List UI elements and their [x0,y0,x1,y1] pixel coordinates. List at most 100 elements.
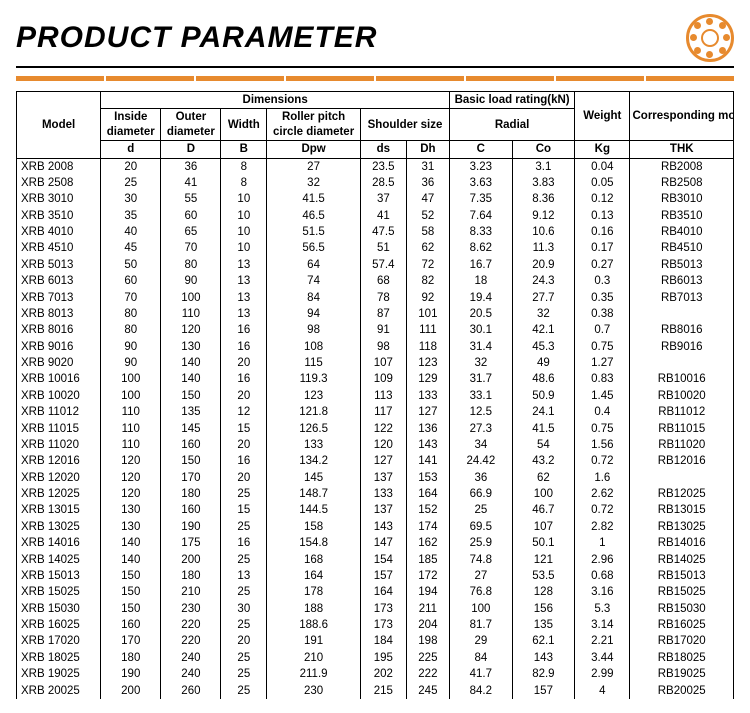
table-cell: 210 [161,584,221,600]
table-row: XRB 50135080136457.47216.720.90.27RB5013 [17,257,734,273]
table-row: XRB 1401614017516154.814716225.950.11RB1… [17,535,734,551]
table-cell: 210 [267,650,361,666]
table-cell: 100 [161,290,221,306]
table-cell: 119.3 [267,371,361,387]
table-row: XRB 1802518024025210195225841433.44RB180… [17,650,734,666]
table-cell: 20 [221,470,267,486]
table-cell: 10 [221,224,267,240]
table-cell: 140 [161,355,221,371]
table-cell: 136 [406,421,449,437]
table-cell: 126.5 [267,421,361,437]
table-cell: 25 [221,617,267,633]
table-cell: 140 [101,552,161,568]
table-cell: XRB 17020 [17,633,101,649]
table-cell: 51 [360,240,406,256]
table-cell: 140 [161,371,221,387]
table-cell: 150 [161,453,221,469]
table-cell: 160 [161,502,221,518]
col-dimensions: Dimensions [101,92,450,109]
table-cell: 1.56 [575,437,630,453]
table-cell: 25 [221,552,267,568]
table-cell: 45 [101,240,161,256]
table-cell: 204 [406,617,449,633]
table-cell: 8.36 [512,191,575,207]
table-cell: 180 [161,486,221,502]
table-cell: XRB 12025 [17,486,101,502]
table-cell: XRB 9016 [17,339,101,355]
table-cell: 51.5 [267,224,361,240]
table-cell: 24.3 [512,273,575,289]
page-title: PRODUCT PARAMETER [16,21,377,55]
col-weight: Weight [575,92,630,141]
table-cell: RB13025 [630,519,734,535]
table-cell: 150 [101,568,161,584]
table-cell: 62 [406,240,449,256]
table-cell: 0.17 [575,240,630,256]
table-cell: 123 [267,388,361,404]
table-cell: 164 [360,584,406,600]
table-cell: 7.64 [450,208,513,224]
table-cell: 90 [101,355,161,371]
table-cell: 2.21 [575,633,630,649]
table-cell: 100 [512,486,575,502]
sym-THK: THK [630,141,734,158]
table-cell: 42.1 [512,322,575,338]
table-cell: 100 [450,601,513,617]
table-cell: 41 [161,175,221,191]
table-cell: 134.2 [267,453,361,469]
table-cell: 35 [101,208,161,224]
table-cell: XRB 10016 [17,371,101,387]
table-cell: 3.14 [575,617,630,633]
table-cell: 1.27 [575,355,630,371]
table-cell: 190 [101,666,161,682]
table-cell: 117 [360,404,406,420]
table-cell: 245 [406,683,449,699]
table-cell: 27 [267,158,361,175]
table-cell: 160 [161,437,221,453]
table-cell: 180 [101,650,161,666]
table-cell: 20.9 [512,257,575,273]
table-cell: XRB 16025 [17,617,101,633]
table-cell: 8 [221,158,267,175]
table-cell: XRB 19025 [17,666,101,682]
table-cell: 64 [267,257,361,273]
table-cell: 25 [221,683,267,699]
table-cell: 164 [267,568,361,584]
table-cell: 150 [101,584,161,600]
col-outer-dia: Outer diameter [161,109,221,141]
table-row: XRB 1201612015016134.212714124.4243.20.7… [17,453,734,469]
sym-Dpw: Dpw [267,141,361,158]
table-cell: 69.5 [450,519,513,535]
table-cell: 12 [221,404,267,420]
col-model: Model [17,92,101,159]
table-cell: 170 [161,470,221,486]
table-cell: 133 [406,388,449,404]
table-cell: 25 [221,486,267,502]
table-cell: XRB 12020 [17,470,101,486]
table-row: XRB 401040651051.547.5588.3310.60.16RB40… [17,224,734,240]
table-cell: 130 [161,339,221,355]
table-cell: 123 [406,355,449,371]
table-cell: 120 [101,470,161,486]
table-cell: 162 [406,535,449,551]
table-cell: 91 [360,322,406,338]
table-cell: 25 [221,584,267,600]
table-cell: 30 [101,191,161,207]
table-cell: XRB 15013 [17,568,101,584]
table-cell: 32 [450,355,513,371]
table-cell: 200 [101,683,161,699]
table-cell: 94 [267,306,361,322]
table-cell: 2.82 [575,519,630,535]
table-cell: 145 [267,470,361,486]
table-cell: 13 [221,306,267,322]
table-cell: 16 [221,339,267,355]
table-body: XRB 2008203682723.5313.233.10.04RB2008XR… [17,158,734,699]
table-cell: 11.3 [512,240,575,256]
table-row: XRB 150251502102517816419476.81283.16RB1… [17,584,734,600]
table-cell: 31 [406,158,449,175]
table-cell: 115 [267,355,361,371]
table-cell: 74.8 [450,552,513,568]
table-cell: 164 [406,486,449,502]
table-cell: 3.44 [575,650,630,666]
table-cell: RB12025 [630,486,734,502]
